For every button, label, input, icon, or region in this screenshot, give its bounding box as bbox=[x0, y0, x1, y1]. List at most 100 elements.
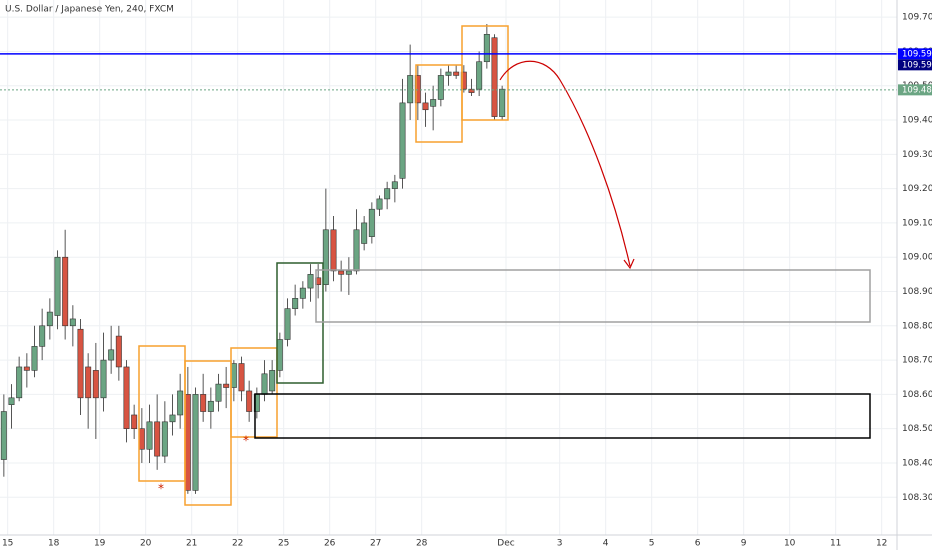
candle-body bbox=[453, 71, 460, 76]
x-tick-label: 19 bbox=[94, 539, 106, 549]
candle-body bbox=[468, 88, 475, 93]
candle-body bbox=[192, 394, 199, 491]
candle-body bbox=[445, 71, 452, 76]
candle-body bbox=[200, 394, 207, 412]
y-tick-label: 108.300 bbox=[902, 493, 932, 503]
candle-body bbox=[476, 61, 483, 90]
candle-body bbox=[353, 229, 360, 272]
candle-body bbox=[376, 198, 383, 210]
star: * bbox=[243, 434, 249, 448]
candle-body bbox=[345, 270, 352, 275]
candle-body bbox=[138, 428, 145, 450]
candle-body bbox=[491, 37, 498, 117]
y-tick-label: 108.900 bbox=[902, 287, 932, 297]
x-tick-label: 4 bbox=[603, 539, 609, 549]
candle-body bbox=[207, 400, 214, 412]
zone bbox=[315, 269, 871, 323]
candle-body bbox=[407, 75, 414, 104]
box bbox=[230, 347, 278, 438]
candle-body bbox=[0, 411, 7, 460]
candle-body bbox=[230, 363, 237, 388]
x-tick-label: 6 bbox=[695, 539, 701, 549]
candle-body bbox=[299, 287, 306, 299]
candle-body bbox=[368, 208, 375, 237]
candle-body bbox=[414, 75, 421, 104]
price-label: 109.593 bbox=[902, 49, 932, 59]
y-tick-label: 109.100 bbox=[902, 218, 932, 228]
y-tick-label: 108.700 bbox=[902, 356, 932, 366]
candle-body bbox=[154, 421, 161, 457]
x-tick-label: 3 bbox=[557, 539, 563, 549]
candle-body bbox=[223, 383, 230, 388]
candle-body bbox=[399, 102, 406, 179]
x-tick-label: Dec bbox=[497, 539, 514, 549]
candle-body bbox=[92, 370, 99, 399]
y-tick-label: 108.400 bbox=[902, 458, 932, 468]
candle-body bbox=[307, 274, 314, 289]
candle-body bbox=[77, 328, 84, 399]
candle-body bbox=[146, 421, 153, 450]
y-tick-label: 108.600 bbox=[902, 390, 932, 400]
candle-body bbox=[261, 373, 268, 395]
x-tick-label: 5 bbox=[649, 539, 655, 549]
candle-body bbox=[391, 181, 398, 189]
candle-body bbox=[108, 349, 115, 361]
candle-body bbox=[16, 366, 23, 399]
x-tick-label: 27 bbox=[370, 539, 381, 549]
y-tick-label: 109.400 bbox=[902, 116, 932, 126]
candle-body bbox=[276, 339, 283, 371]
candle-body bbox=[31, 346, 38, 371]
candle-body bbox=[184, 394, 191, 491]
box bbox=[461, 25, 509, 121]
price-label: 109.593 bbox=[902, 60, 932, 70]
x-tick-label: 25 bbox=[278, 539, 289, 549]
price-label-box bbox=[898, 84, 932, 96]
candle-body bbox=[430, 99, 437, 107]
candle-body bbox=[169, 414, 176, 423]
x-tick-label: 18 bbox=[48, 539, 60, 549]
y-tick-label: 109.200 bbox=[902, 184, 932, 194]
price-label-box bbox=[898, 59, 932, 71]
candle-body bbox=[437, 75, 444, 100]
x-tick-label: 9 bbox=[741, 539, 747, 549]
arrow-head bbox=[623, 258, 635, 270]
candle-body bbox=[422, 102, 429, 111]
candle-body bbox=[322, 229, 329, 285]
candle-body bbox=[131, 414, 138, 429]
y-tick-label: 109.300 bbox=[902, 150, 932, 160]
candle-body bbox=[269, 370, 276, 392]
x-tick-label: 28 bbox=[416, 539, 428, 549]
price-label: 109.488 bbox=[902, 85, 932, 95]
candle-body bbox=[246, 390, 253, 412]
candle-body bbox=[483, 33, 490, 63]
candle-body bbox=[460, 71, 467, 90]
candle-body bbox=[8, 397, 15, 405]
y-tick-label: 109.700 bbox=[902, 13, 932, 23]
candle-body bbox=[292, 298, 299, 309]
candle-body bbox=[115, 335, 122, 368]
candle-body bbox=[62, 256, 69, 327]
y-tick-label: 108.500 bbox=[902, 424, 932, 434]
x-tick-label: 20 bbox=[140, 539, 152, 549]
candle-body bbox=[384, 188, 391, 200]
candle-body bbox=[23, 366, 30, 371]
candle-body bbox=[39, 325, 46, 347]
candle-body bbox=[215, 383, 222, 402]
candle-body bbox=[46, 311, 53, 327]
arrow bbox=[499, 60, 631, 267]
candle-body bbox=[100, 359, 107, 399]
candle-body bbox=[85, 366, 92, 399]
x-tick-label: 15 bbox=[2, 539, 13, 549]
candle-body bbox=[177, 390, 184, 416]
candle-body bbox=[238, 363, 245, 392]
candle-body bbox=[338, 270, 345, 275]
annotations: * * bbox=[138, 25, 871, 506]
chart-title: U.S. Dollar / Japanese Yen, 240, FXCM bbox=[5, 5, 174, 15]
x-tick-label: 22 bbox=[232, 539, 243, 549]
x-tick-label: 21 bbox=[186, 539, 197, 549]
candle-body bbox=[361, 222, 368, 244]
zone bbox=[254, 393, 871, 439]
candle-body bbox=[499, 88, 506, 117]
candle-body bbox=[123, 366, 130, 429]
